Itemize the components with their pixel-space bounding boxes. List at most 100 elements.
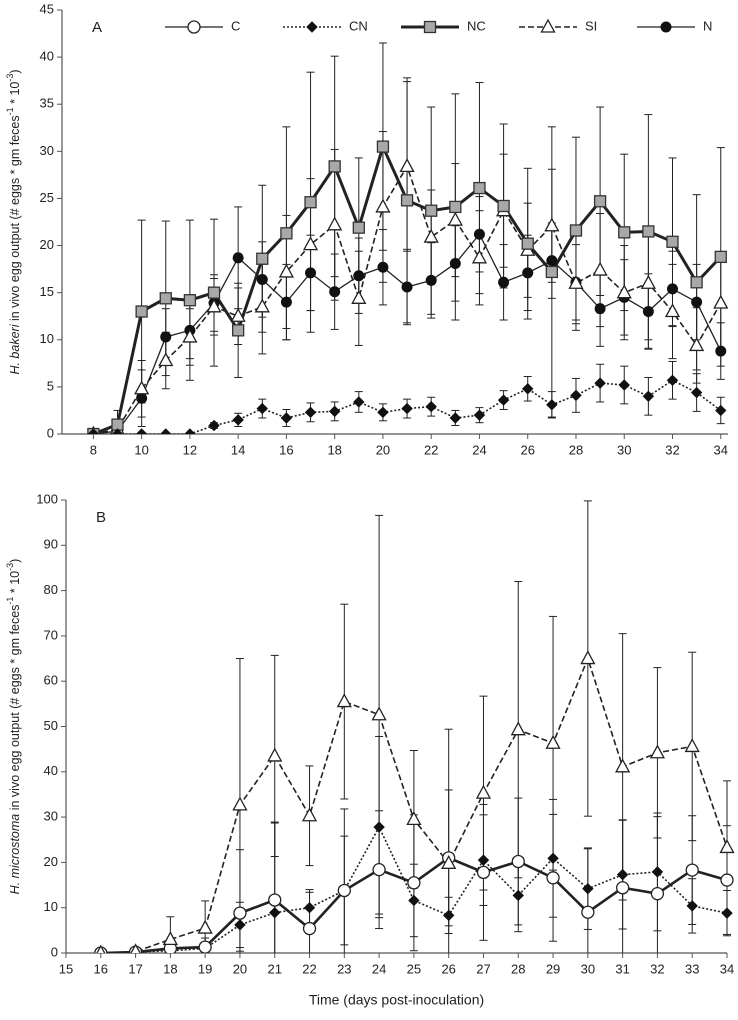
y-axis-label-part: -1: [5, 597, 15, 605]
y-tick-label: 30: [40, 143, 54, 158]
marker: [425, 274, 437, 286]
marker: [198, 940, 212, 953]
x-tick-label: 24: [472, 442, 486, 457]
x-tick-label: 23: [337, 961, 351, 976]
y-tick-label: 25: [40, 190, 54, 205]
legend-label: C: [231, 18, 240, 33]
marker: [187, 20, 201, 34]
x-tick-label: 26: [520, 442, 534, 457]
marker: [522, 267, 534, 279]
marker: [522, 383, 534, 395]
marker: [269, 906, 281, 919]
marker: [399, 158, 415, 173]
x-tick-label: 34: [720, 961, 734, 976]
y-tick-label: 50: [44, 718, 58, 733]
legend-item: NC: [401, 18, 486, 33]
marker: [691, 296, 703, 308]
marker: [372, 862, 386, 877]
marker: [594, 303, 606, 315]
marker: [377, 261, 389, 273]
x-tick-label: 17: [128, 961, 142, 976]
marker: [159, 292, 172, 305]
marker: [473, 409, 486, 421]
marker: [351, 289, 367, 304]
marker: [667, 283, 678, 295]
marker: [208, 419, 220, 432]
y-tick-label: 40: [44, 763, 58, 778]
x-tick-label: 29: [546, 961, 560, 976]
marker: [232, 324, 245, 337]
marker: [471, 249, 488, 264]
marker: [337, 883, 351, 898]
x-tick-label: 8: [90, 442, 97, 457]
marker: [371, 706, 387, 721]
y-tick-label: 100: [36, 491, 58, 506]
marker: [407, 876, 421, 890]
marker: [401, 402, 413, 415]
x-tick-label: 27: [476, 961, 490, 976]
marker: [207, 286, 221, 299]
y-axis-label-part: * 10: [8, 82, 22, 108]
marker: [714, 250, 727, 264]
y-axis-label-part: -1: [5, 107, 15, 115]
y-axis-label-part: -3: [5, 74, 15, 82]
panel-label: A: [92, 19, 102, 36]
marker: [660, 21, 672, 33]
marker: [306, 21, 318, 33]
marker: [544, 217, 560, 232]
marker: [353, 396, 365, 408]
marker: [130, 943, 141, 953]
marker: [182, 328, 198, 343]
x-tick-label: 22: [302, 961, 316, 976]
marker: [183, 294, 197, 307]
marker: [447, 211, 463, 226]
marker: [473, 181, 486, 195]
marker: [87, 428, 100, 434]
marker: [441, 854, 457, 869]
marker: [650, 887, 665, 901]
y-axis-label-part: in vivo egg output (# eggs * gm feces: [8, 115, 22, 324]
marker: [232, 252, 244, 264]
marker: [136, 392, 148, 404]
marker: [510, 721, 526, 736]
y-tick-label: 70: [44, 627, 58, 642]
x-tick-label: 16: [279, 442, 293, 457]
marker: [686, 900, 698, 912]
marker: [425, 400, 437, 413]
legend-label: CN: [349, 18, 368, 33]
marker: [206, 298, 222, 313]
marker: [232, 796, 248, 811]
marker: [640, 274, 656, 289]
marker: [713, 294, 729, 309]
marker: [197, 919, 213, 934]
marker: [582, 882, 594, 895]
x-tick-label: 28: [511, 961, 525, 976]
marker: [135, 428, 148, 434]
y-axis-label-part: -3: [5, 563, 15, 571]
x-tick-label: 21: [268, 961, 282, 976]
marker: [329, 286, 341, 298]
marker: [375, 198, 391, 213]
marker: [353, 270, 365, 282]
panel-label: B: [96, 509, 106, 526]
marker: [442, 909, 455, 922]
y-tick-label: 90: [44, 537, 58, 552]
y-tick-label: 40: [40, 49, 54, 64]
marker: [400, 194, 414, 207]
x-tick-label: 20: [376, 442, 390, 457]
marker: [254, 298, 270, 313]
legend-item: C: [165, 18, 240, 34]
marker: [280, 412, 293, 424]
marker: [642, 306, 654, 318]
x-tick-label: 20: [233, 961, 247, 976]
marker: [545, 734, 561, 749]
marker: [301, 807, 318, 822]
marker: [616, 284, 632, 299]
marker: [425, 204, 438, 217]
x-tick-label: 14: [231, 442, 245, 457]
marker: [477, 854, 490, 866]
marker: [352, 221, 365, 234]
marker: [449, 200, 462, 214]
x-tick-label: 16: [94, 961, 108, 976]
